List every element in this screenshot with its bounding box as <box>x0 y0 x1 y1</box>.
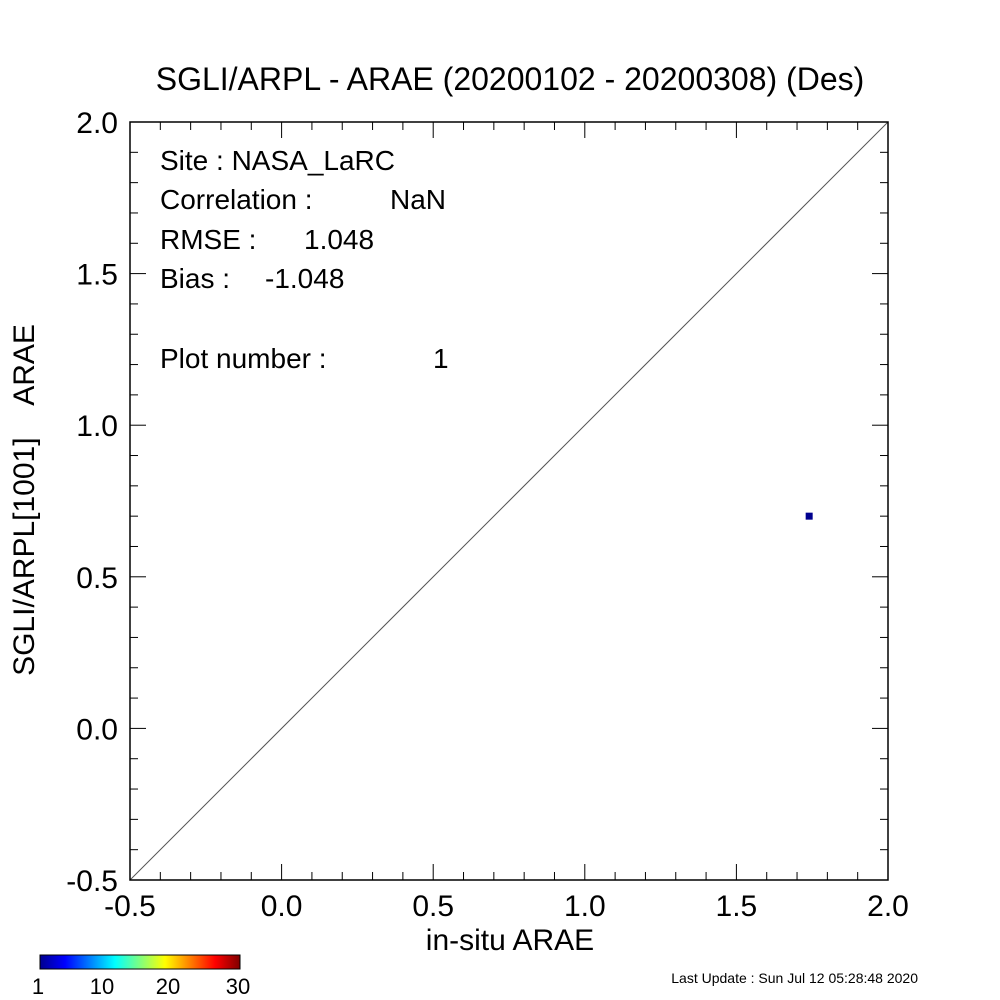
y-tick-labels: -0.5 0.0 0.5 1.0 1.5 2.0 <box>66 107 118 898</box>
last-update-text: Last Update : Sun Jul 12 05:28:48 2020 <box>671 970 918 986</box>
plot-frame <box>129 121 889 881</box>
colorbar-tick-label: 1 <box>32 974 44 999</box>
y-axis-label: SGLI/ARPL[1001] ARAE <box>8 324 41 676</box>
x-tick-label: 0.5 <box>412 890 454 923</box>
stat-site-label: Site : NASA_LaRC <box>160 145 395 176</box>
stat-correlation-label: Correlation : <box>160 184 313 215</box>
x-tick-label: 0.0 <box>261 890 303 923</box>
data-point <box>805 512 813 520</box>
y-tick-label: 0.0 <box>76 713 118 746</box>
stat-plot-number-value: 1 <box>433 343 449 374</box>
stat-bias-value: -1.048 <box>265 263 344 294</box>
x-tick-label: 1.5 <box>716 890 758 923</box>
one-to-one-line <box>129 121 889 881</box>
x-tick-label: 2.0 <box>867 890 909 923</box>
stat-rmse-value: 1.048 <box>304 224 374 255</box>
y-tick-label: 0.5 <box>76 562 118 595</box>
colorbar-tick-label: 10 <box>90 974 114 999</box>
y-tick-label: 1.5 <box>76 259 118 292</box>
stat-plot-number-label: Plot number : <box>160 343 327 374</box>
chart-title: SGLI/ARPL - ARAE (20200102 - 20200308) (… <box>156 61 865 97</box>
colorbar-tick-label: 30 <box>226 974 250 999</box>
colorbar-tick-label: 20 <box>156 974 180 999</box>
y-tick-label: 2.0 <box>76 107 118 140</box>
stat-bias-label: Bias : <box>160 263 230 294</box>
colorbar <box>39 954 241 970</box>
stat-correlation-value: NaN <box>390 184 446 215</box>
x-tick-label: 1.0 <box>564 890 606 923</box>
x-axis-label: in-situ ARAE <box>426 924 594 957</box>
data-points <box>805 512 813 520</box>
stat-rmse-label: RMSE : <box>160 224 256 255</box>
y-tick-label: 1.0 <box>76 410 118 443</box>
x-tick-labels: -0.5 0.0 0.5 1.0 1.5 2.0 <box>104 890 909 923</box>
y-tick-label: -0.5 <box>66 865 118 898</box>
stats-panel: Site : NASA_LaRC Correlation : NaN RMSE … <box>160 145 449 374</box>
x-tick-label: -0.5 <box>104 890 156 923</box>
